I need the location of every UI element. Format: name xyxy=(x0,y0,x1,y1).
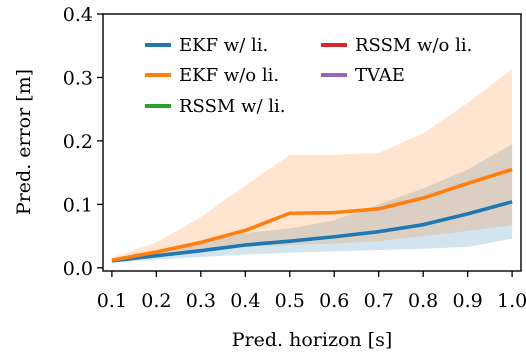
legend-label: RSSM w/ li. xyxy=(179,96,285,117)
line-ekf-w-li xyxy=(111,200,513,263)
x-axis-ticks: 0.1 0.2 0.3 0.4 0.5 0.6 0.7 0.8 0.9 1.0 xyxy=(97,271,526,312)
x-tick-label: 0.5 xyxy=(275,290,305,312)
legend-item-tvae: TVAE xyxy=(321,65,405,86)
x-tick-label: 0.6 xyxy=(319,290,349,312)
x-tick-label: 0.2 xyxy=(141,290,171,312)
legend-item-ekf-w-li: EKF w/ li. xyxy=(145,35,268,56)
legend-label: EKF w/ li. xyxy=(179,35,268,56)
plot-area-frame xyxy=(102,13,522,272)
x-tick-label: 0.7 xyxy=(364,290,394,312)
legend-item-rssm-w-o-li: RSSM w/o li. xyxy=(321,35,472,56)
x-tick-label: 0.1 xyxy=(97,290,127,312)
legend: EKF w/ li. EKF w/o li. RSSM w/ li. RSSM w/o… xyxy=(145,35,472,117)
line-ekf-w-o-li xyxy=(111,167,513,262)
x-axis-label: Pred. horizon [s] xyxy=(232,329,393,351)
legend-label: EKF w/o li. xyxy=(179,65,279,86)
legend-item-ekf-w-o-li: EKF w/o li. xyxy=(145,65,279,86)
x-tick-label: 0.8 xyxy=(408,290,438,312)
band-ekf-w-li xyxy=(111,144,513,263)
x-tick-label: 0.9 xyxy=(453,290,483,312)
y-tick-label: 0.2 xyxy=(63,131,93,153)
y-tick-label: 0.3 xyxy=(63,67,93,89)
legend-label: TVAE xyxy=(355,65,405,86)
y-tick-label: 0.4 xyxy=(63,4,93,26)
y-axis-ticks: 0.0 0.1 0.2 0.3 0.4 xyxy=(63,4,103,280)
y-tick-label: 0.0 xyxy=(63,258,93,280)
x-tick-label: 1.0 xyxy=(497,290,526,312)
band-ekf-w-o-li xyxy=(111,69,513,263)
y-axis-label: Pred. error [m] xyxy=(13,69,35,215)
legend-label: RSSM w/o li. xyxy=(355,35,472,56)
legend-item-rssm-w-li: RSSM w/ li. xyxy=(145,96,285,117)
series-lines xyxy=(111,167,513,263)
x-tick-label: 0.3 xyxy=(186,290,216,312)
x-tick-label: 0.4 xyxy=(230,290,260,312)
y-tick-label: 0.1 xyxy=(63,194,93,216)
confidence-bands xyxy=(111,69,513,263)
